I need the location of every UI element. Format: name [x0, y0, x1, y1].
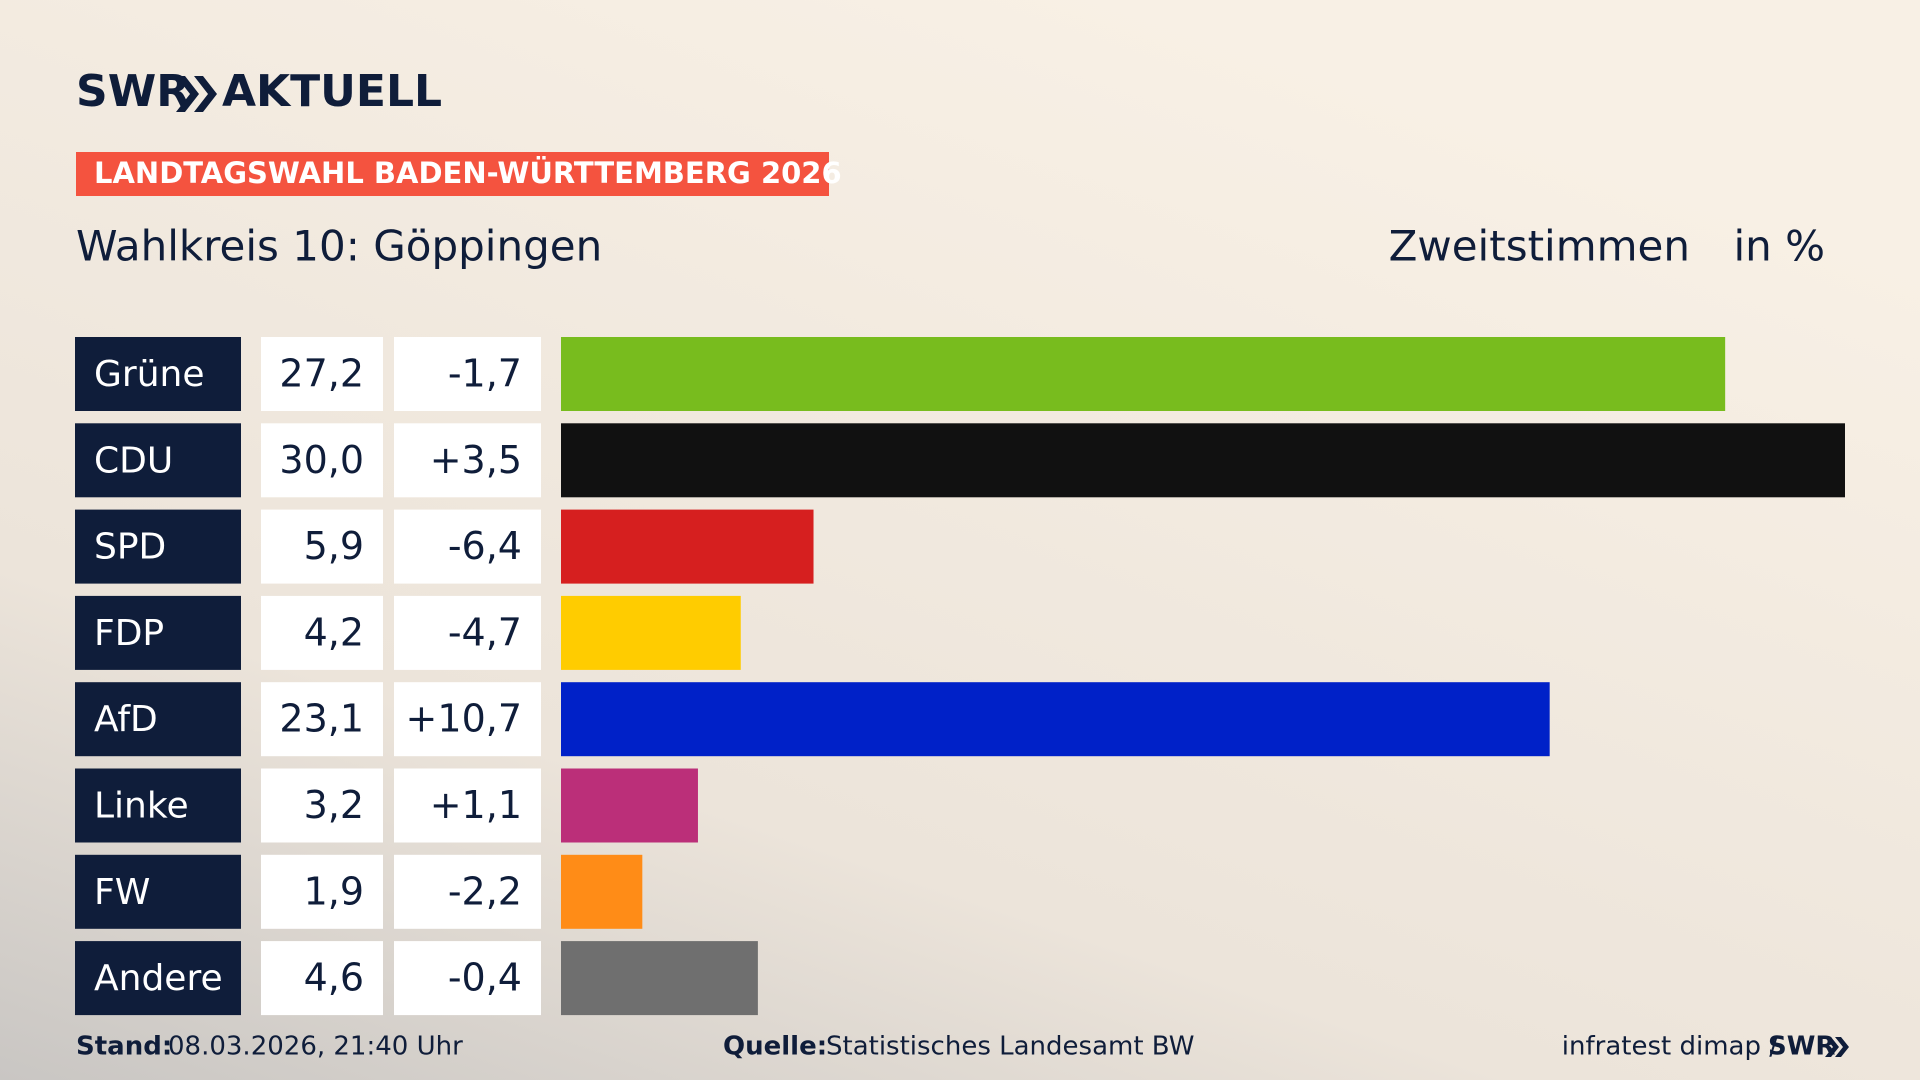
- value-label: 23,1: [279, 697, 364, 741]
- source-label: Quelle:: [723, 1032, 827, 1062]
- bar: [561, 509, 814, 584]
- bar: [561, 854, 643, 929]
- value-cell: [261, 854, 383, 929]
- change-cell: [394, 682, 541, 757]
- value-label: 5,9: [304, 524, 364, 568]
- measure: Zweitstimmen: [1389, 222, 1690, 271]
- party-cell: [75, 854, 241, 929]
- change-label: -0,4: [448, 956, 522, 1000]
- rows: Grüne 27,2 -1,7 CDU 30,0 +3,5 SPD 5,9 -6,4 FDP 4,2…: [75, 337, 1845, 1016]
- credit: infratest dimap /: [1562, 1032, 1778, 1062]
- value-label: 27,2: [279, 352, 364, 396]
- source: Statistisches Landesamt BW: [826, 1032, 1194, 1062]
- value-cell: [261, 595, 383, 670]
- bar: [561, 595, 741, 670]
- change-cell: [394, 941, 541, 1016]
- section: AKTUELL: [222, 66, 442, 117]
- banner: [76, 152, 829, 196]
- unit: in %: [1733, 222, 1825, 271]
- party-cell: [75, 682, 241, 757]
- change-cell: [394, 423, 541, 498]
- party-label: SPD: [94, 527, 166, 568]
- change-cell: [394, 595, 541, 670]
- change-cell: [394, 337, 541, 411]
- party-label: CDU: [94, 440, 173, 481]
- stand-label: Stand:: [76, 1032, 172, 1062]
- party-cell: [75, 337, 241, 411]
- party-cell: [75, 768, 241, 843]
- value-label: 1,9: [304, 869, 364, 913]
- party-label: FW: [94, 872, 150, 913]
- change-label: -6,4: [448, 524, 522, 568]
- value-label: 30,0: [279, 438, 364, 482]
- change-label: -4,7: [448, 610, 522, 654]
- stand: 08.03.2026, 21:40 Uhr: [168, 1032, 463, 1062]
- party-label: AfD: [94, 699, 158, 740]
- value-cell: [261, 768, 383, 843]
- change-cell: [394, 768, 541, 843]
- bar: [561, 682, 1550, 757]
- value-cell: [261, 337, 383, 411]
- bar: [561, 768, 698, 843]
- chart-title: Wahlkreis 10: Göppingen: [76, 222, 602, 271]
- change-label: +3,5: [430, 438, 522, 482]
- change-cell: [394, 854, 541, 929]
- value-cell: [261, 509, 383, 584]
- change-label: -1,7: [448, 352, 522, 396]
- brand-chevron: [176, 76, 217, 112]
- party-label: Linke: [94, 786, 189, 827]
- bar: [561, 941, 758, 1016]
- value-label: 4,6: [304, 956, 364, 1000]
- party-label: Grüne: [94, 354, 204, 395]
- party-cell: [75, 941, 241, 1016]
- value-label: 3,2: [304, 783, 364, 827]
- party-cell: [75, 595, 241, 670]
- banner-text: LANDTAGSWAHL BADEN-WÜRTTEMBERG 2026: [94, 156, 842, 190]
- party-label: Andere: [94, 958, 223, 999]
- change-label: -2,2: [448, 869, 522, 913]
- bar: [561, 337, 1726, 411]
- party-cell: [75, 509, 241, 584]
- value-cell: [261, 682, 383, 757]
- party-cell: [75, 423, 241, 498]
- party-label: FDP: [94, 613, 164, 654]
- change-label: +10,7: [406, 697, 522, 741]
- value-cell: [261, 423, 383, 498]
- change-cell: [394, 509, 541, 584]
- credit-brand: SWR: [1768, 1032, 1835, 1062]
- credit-chevron: [1825, 1037, 1849, 1057]
- change-label: +1,1: [430, 783, 522, 827]
- brand: SWR: [76, 66, 190, 117]
- value-cell: [261, 941, 383, 1016]
- bar: [561, 423, 1845, 498]
- value-label: 4,2: [304, 610, 364, 654]
